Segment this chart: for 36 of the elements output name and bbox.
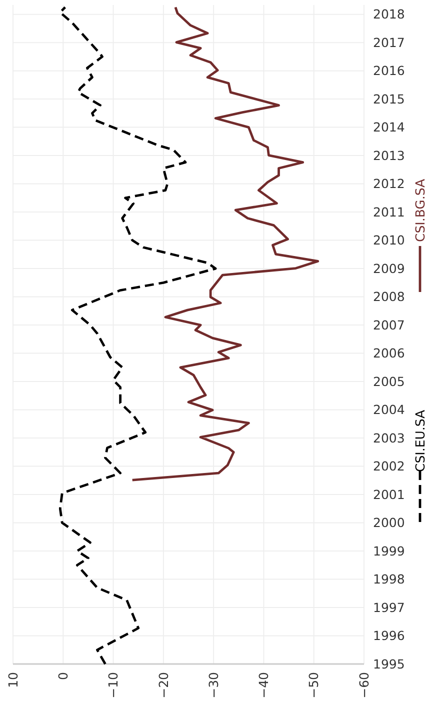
line-series [131, 6, 320, 482]
y-tick-label: 2015 [373, 91, 405, 106]
y-tick-label: 1997 [373, 600, 405, 615]
y-tick-label: 2005 [373, 374, 405, 389]
y-tick-label: 2009 [373, 260, 405, 276]
y-tick-label: 2002 [373, 458, 405, 474]
y-tick-label: 1996 [373, 628, 405, 644]
y-tick-label: 2007 [373, 317, 405, 332]
y-tick-label: 2011 [373, 204, 405, 220]
x-tick-label: −30 [206, 672, 221, 698]
y-tick-label: 2006 [373, 346, 405, 361]
y-tick-label: 2008 [373, 289, 405, 304]
x-tick-label: −20 [156, 672, 171, 698]
text: CSI.EU.SA [412, 409, 428, 472]
y-tick-label: 1999 [373, 543, 405, 558]
y-tick-label: 2017 [373, 34, 405, 50]
y-tick-label: 2001 [373, 486, 405, 502]
y-tick-label: 2000 [373, 515, 405, 530]
y-tick-label: 2004 [373, 402, 405, 418]
y-tick-label: 2014 [373, 120, 405, 135]
line-series [58, 6, 217, 666]
y-tick-label: 2013 [373, 148, 405, 163]
y-tick-label: 2016 [373, 63, 405, 78]
y-tick-label: 2003 [373, 430, 405, 446]
x-tick-label: −60 [356, 672, 372, 698]
y-tick-label: 2012 [373, 176, 405, 192]
x-tick-label: 10 [5, 672, 20, 688]
y-tick-label: 2010 [373, 232, 405, 248]
text: CSI.BG.SA [412, 178, 428, 242]
y-tick-label: 1998 [373, 572, 405, 587]
x-tick-label: −50 [306, 672, 322, 698]
x-tick-label: −10 [106, 672, 121, 698]
x-tick-label: −40 [256, 672, 272, 698]
y-tick-label: 1995 [373, 656, 405, 672]
y-tick-label: 2018 [373, 6, 405, 22]
x-tick-label: 0 [56, 672, 71, 680]
